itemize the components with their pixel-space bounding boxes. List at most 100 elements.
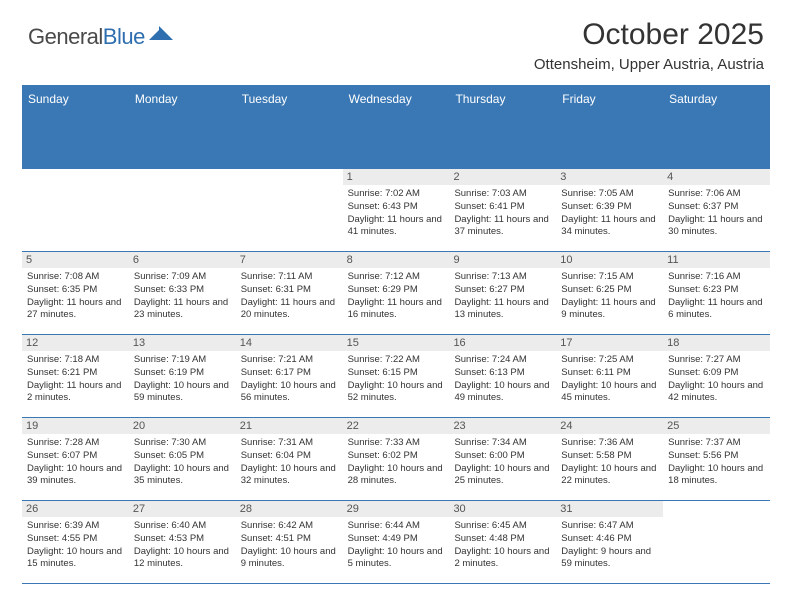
day-number: 20	[129, 418, 236, 434]
calendar-cell: 31Sunrise: 6:47 AMSunset: 4:46 PMDayligh…	[556, 501, 663, 583]
calendar-cell-empty: .	[663, 501, 770, 583]
day-number: 11	[663, 252, 770, 268]
day-details: Sunrise: 7:27 AMSunset: 6:09 PMDaylight:…	[668, 354, 766, 405]
day-details: Sunrise: 6:39 AMSunset: 4:55 PMDaylight:…	[27, 520, 125, 571]
day-details: Sunrise: 7:15 AMSunset: 6:25 PMDaylight:…	[561, 271, 659, 322]
calendar-cell: 4Sunrise: 7:06 AMSunset: 6:37 PMDaylight…	[663, 169, 770, 251]
calendar-week-row: 19 Sunrise: 7:28 AMSunset: 6:07 PMDayligh…	[22, 418, 770, 501]
calendar-cell: 9 Sunrise: 7:13 AMSunset: 6:27 PMDaylight…	[449, 252, 556, 334]
calendar-header-row: SundayMondayTuesdayWednesdayThursdayFrid…	[22, 87, 770, 169]
calendar-cell: 7 Sunrise: 7:11 AMSunset: 6:31 PMDaylight…	[236, 252, 343, 334]
day-number: 29	[343, 501, 450, 517]
location-subtitle: Ottensheim, Upper Austria, Austria	[534, 56, 764, 73]
day-details: Sunrise: 7:31 AMSunset: 6:04 PMDaylight:…	[241, 437, 339, 488]
day-number: 8	[343, 252, 450, 268]
day-number: 6	[129, 252, 236, 268]
day-header: Monday	[129, 87, 236, 169]
calendar-cell: 23 Sunrise: 7:34 AMSunset: 6:00 PMDayligh…	[449, 418, 556, 500]
calendar-cell: 25 Sunrise: 7:37 AMSunset: 5:56 PMDayligh…	[663, 418, 770, 500]
day-details: Sunrise: 6:47 AMSunset: 4:46 PMDaylight:…	[561, 520, 659, 571]
logo-text: GeneralBlue	[28, 24, 145, 50]
page-title: October 2025	[534, 18, 764, 52]
calendar-cell: 3 Sunrise: 7:05 AMSunset: 6:39 PMDaylight…	[556, 169, 663, 251]
day-number: 18	[663, 335, 770, 351]
day-number: 3	[556, 169, 663, 185]
calendar-cell: 29 Sunrise: 6:44 AMSunset: 4:49 PMDayligh…	[343, 501, 450, 583]
logo-text-general: General	[28, 24, 103, 49]
day-details: Sunrise: 7:22 AMSunset: 6:15 PMDaylight:…	[348, 354, 446, 405]
day-details: Sunrise: 7:05 AMSunset: 6:39 PMDaylight:…	[561, 188, 659, 239]
day-number: 25	[663, 418, 770, 434]
day-details: Sunrise: 7:12 AMSunset: 6:29 PMDaylight:…	[348, 271, 446, 322]
day-number: 23	[449, 418, 556, 434]
day-details: Sunrise: 7:24 AMSunset: 6:13 PMDaylight:…	[454, 354, 552, 405]
calendar-cell: 27 Sunrise: 6:40 AMSunset: 4:53 PMDayligh…	[129, 501, 236, 583]
calendar-cell: 16Sunrise: 7:24 AMSunset: 6:13 PMDayligh…	[449, 335, 556, 417]
header: GeneralBlue October 2025 Ottensheim, Upp…	[0, 0, 792, 79]
day-number: 22	[343, 418, 450, 434]
day-number: 26	[22, 501, 129, 517]
calendar-cell: 19 Sunrise: 7:28 AMSunset: 6:07 PMDayligh…	[22, 418, 129, 500]
calendar-week-row: 26 Sunrise: 6:39 AMSunset: 4:55 PMDayligh…	[22, 501, 770, 584]
day-header: Thursday	[449, 87, 556, 169]
calendar-cell: 14 Sunrise: 7:21 AMSunset: 6:17 PMDayligh…	[236, 335, 343, 417]
calendar-cell: 6Sunrise: 7:09 AMSunset: 6:33 PMDaylight…	[129, 252, 236, 334]
calendar-cell: 5 Sunrise: 7:08 AMSunset: 6:35 PMDaylight…	[22, 252, 129, 334]
day-details: Sunrise: 6:45 AMSunset: 4:48 PMDaylight:…	[454, 520, 552, 571]
calendar-cell: 1Sunrise: 7:02 AMSunset: 6:43 PMDaylight…	[343, 169, 450, 251]
calendar-cell: 13 Sunrise: 7:19 AMSunset: 6:19 PMDayligh…	[129, 335, 236, 417]
day-details: Sunrise: 7:03 AMSunset: 6:41 PMDaylight:…	[454, 188, 552, 239]
day-details: Sunrise: 7:19 AMSunset: 6:19 PMDaylight:…	[134, 354, 232, 405]
title-block: October 2025 Ottensheim, Upper Austria, …	[534, 18, 764, 73]
calendar-cell: 2Sunrise: 7:03 AMSunset: 6:41 PMDaylight…	[449, 169, 556, 251]
day-details: Sunrise: 7:30 AMSunset: 6:05 PMDaylight:…	[134, 437, 232, 488]
day-details: Sunrise: 7:33 AMSunset: 6:02 PMDaylight:…	[348, 437, 446, 488]
day-header: Wednesday	[343, 87, 450, 169]
calendar-cell: 17Sunrise: 7:25 AMSunset: 6:11 PMDayligh…	[556, 335, 663, 417]
day-details: Sunrise: 6:44 AMSunset: 4:49 PMDaylight:…	[348, 520, 446, 571]
day-details: Sunrise: 6:40 AMSunset: 4:53 PMDaylight:…	[134, 520, 232, 571]
day-number: 5	[22, 252, 129, 268]
calendar-week-row: 5 Sunrise: 7:08 AMSunset: 6:35 PMDaylight…	[22, 252, 770, 335]
calendar-cell: 18 Sunrise: 7:27 AMSunset: 6:09 PMDayligh…	[663, 335, 770, 417]
logo-text-blue: Blue	[103, 24, 145, 49]
day-details: Sunrise: 7:06 AMSunset: 6:37 PMDaylight:…	[668, 188, 766, 239]
day-number: 24	[556, 418, 663, 434]
calendar-cell: 8 Sunrise: 7:12 AMSunset: 6:29 PMDaylight…	[343, 252, 450, 334]
calendar-cell: 30 Sunrise: 6:45 AMSunset: 4:48 PMDayligh…	[449, 501, 556, 583]
day-details: Sunrise: 7:36 AMSunset: 5:58 PMDaylight:…	[561, 437, 659, 488]
day-details: Sunrise: 7:02 AMSunset: 6:43 PMDaylight:…	[348, 188, 446, 239]
day-number: 28	[236, 501, 343, 517]
calendar-cell-empty: .	[22, 169, 129, 251]
calendar-week-row: ...1Sunrise: 7:02 AMSunset: 6:43 PMDayli…	[22, 169, 770, 252]
calendar-cell: 10Sunrise: 7:15 AMSunset: 6:25 PMDayligh…	[556, 252, 663, 334]
day-header: Friday	[556, 87, 663, 169]
day-header: Saturday	[663, 87, 770, 169]
day-number: 14	[236, 335, 343, 351]
calendar-cell-empty: .	[129, 169, 236, 251]
day-details: Sunrise: 7:28 AMSunset: 6:07 PMDaylight:…	[27, 437, 125, 488]
day-number: 19	[22, 418, 129, 434]
calendar-week-row: 12Sunrise: 7:18 AMSunset: 6:21 PMDayligh…	[22, 335, 770, 418]
day-number: 13	[129, 335, 236, 351]
calendar: SundayMondayTuesdayWednesdayThursdayFrid…	[22, 85, 770, 584]
calendar-cell: 26 Sunrise: 6:39 AMSunset: 4:55 PMDayligh…	[22, 501, 129, 583]
day-details: Sunrise: 7:21 AMSunset: 6:17 PMDaylight:…	[241, 354, 339, 405]
calendar-cell: 11 Sunrise: 7:16 AMSunset: 6:23 PMDayligh…	[663, 252, 770, 334]
day-details: Sunrise: 7:11 AMSunset: 6:31 PMDaylight:…	[241, 271, 339, 322]
day-details: Sunrise: 7:25 AMSunset: 6:11 PMDaylight:…	[561, 354, 659, 405]
day-details: Sunrise: 7:13 AMSunset: 6:27 PMDaylight:…	[454, 271, 552, 322]
day-details: Sunrise: 6:42 AMSunset: 4:51 PMDaylight:…	[241, 520, 339, 571]
day-number: 30	[449, 501, 556, 517]
day-number: 27	[129, 501, 236, 517]
day-number: 21	[236, 418, 343, 434]
calendar-cell: 21 Sunrise: 7:31 AMSunset: 6:04 PMDayligh…	[236, 418, 343, 500]
calendar-cell: 20 Sunrise: 7:30 AMSunset: 6:05 PMDayligh…	[129, 418, 236, 500]
day-details: Sunrise: 7:08 AMSunset: 6:35 PMDaylight:…	[27, 271, 125, 322]
day-details: Sunrise: 7:16 AMSunset: 6:23 PMDaylight:…	[668, 271, 766, 322]
day-details: Sunrise: 7:37 AMSunset: 5:56 PMDaylight:…	[668, 437, 766, 488]
day-number: 12	[22, 335, 129, 351]
day-number: 9	[449, 252, 556, 268]
day-number: 7	[236, 252, 343, 268]
day-details: Sunrise: 7:34 AMSunset: 6:00 PMDaylight:…	[454, 437, 552, 488]
